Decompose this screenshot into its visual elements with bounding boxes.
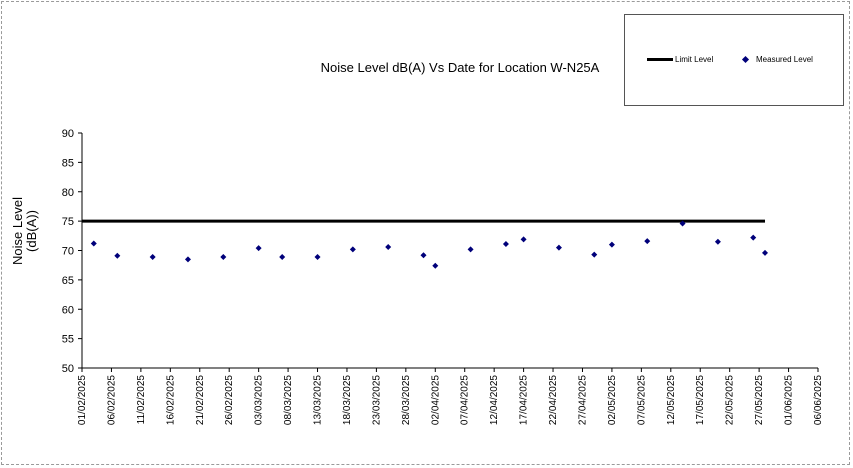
legend-item-limit: Limit Level xyxy=(647,55,713,64)
measured-level-point xyxy=(467,246,474,253)
measured-level-point xyxy=(349,246,356,253)
y-tick-label: 50 xyxy=(62,363,74,375)
x-tick-label: 17/04/2025 xyxy=(519,375,530,425)
x-tick-label: 02/04/2025 xyxy=(430,375,441,425)
measured-level-point xyxy=(555,244,562,251)
measured-level-point xyxy=(114,252,121,259)
legend-item-measured: Measured Level xyxy=(741,55,813,64)
measured-level-point xyxy=(502,241,509,248)
x-tick-label: 01/06/2025 xyxy=(784,375,795,425)
measured-level-point xyxy=(220,253,227,260)
legend-line-swatch xyxy=(647,58,673,61)
y-tick-label: 80 xyxy=(62,187,74,199)
y-tick-label: 60 xyxy=(62,304,74,316)
x-tick-label: 08/03/2025 xyxy=(283,375,294,425)
x-tick-label: 22/05/2025 xyxy=(725,375,736,425)
measured-level-point xyxy=(608,241,615,248)
measured-level-point xyxy=(314,253,321,260)
x-tick-label: 02/05/2025 xyxy=(607,375,618,425)
measured-level-point xyxy=(750,234,757,241)
y-tick-label: 85 xyxy=(62,157,74,169)
x-tick-label: 11/02/2025 xyxy=(136,375,147,425)
y-tick-label: 70 xyxy=(62,246,74,258)
x-tick-label: 16/02/2025 xyxy=(165,375,176,425)
legend-label-limit: Limit Level xyxy=(675,55,714,64)
x-tick-label: 07/04/2025 xyxy=(460,375,471,425)
x-tick-label: 07/05/2025 xyxy=(636,375,647,425)
x-tick-label: 03/03/2025 xyxy=(254,375,265,425)
measured-level-point xyxy=(279,253,286,260)
measured-level-point xyxy=(591,251,598,258)
measured-level-point xyxy=(255,245,262,252)
measured-level-point xyxy=(644,238,651,245)
x-tick-label: 26/02/2025 xyxy=(224,375,235,425)
x-tick-label: 12/05/2025 xyxy=(666,375,677,425)
x-tick-label: 18/03/2025 xyxy=(342,375,353,425)
x-tick-label: 06/02/2025 xyxy=(106,375,117,425)
x-tick-label: 27/04/2025 xyxy=(577,375,588,425)
y-tick-label: 65 xyxy=(62,275,74,287)
x-tick-label: 12/04/2025 xyxy=(489,375,500,425)
legend-label-measured: Measured Level xyxy=(756,55,813,64)
measured-level-point xyxy=(520,236,527,243)
measured-level-point xyxy=(420,252,427,259)
x-tick-label: 21/02/2025 xyxy=(195,375,206,425)
measured-level-point xyxy=(679,220,686,227)
measured-level-point xyxy=(714,238,721,245)
x-tick-label: 28/03/2025 xyxy=(401,375,412,425)
measured-level-point xyxy=(762,249,769,256)
x-tick-label: 13/03/2025 xyxy=(313,375,324,425)
y-tick-label: 75 xyxy=(62,216,74,228)
chart-title: Noise Level dB(A) Vs Date for Location W… xyxy=(320,60,600,75)
y-tick-label: 55 xyxy=(62,334,74,346)
x-tick-label: 22/04/2025 xyxy=(548,375,559,425)
measured-level-point xyxy=(149,253,156,260)
y-tick-label: 90 xyxy=(62,128,74,140)
measured-level-point xyxy=(90,240,97,247)
x-tick-label: 01/02/2025 xyxy=(77,375,88,425)
x-tick-label: 27/05/2025 xyxy=(754,375,765,425)
measured-level-point xyxy=(385,243,392,250)
x-tick-label: 17/05/2025 xyxy=(695,375,706,425)
measured-level-point xyxy=(184,256,191,263)
chart-legend: Limit Level Measured Level xyxy=(624,14,844,106)
x-tick-label: 23/03/2025 xyxy=(371,375,382,425)
measured-level-point xyxy=(432,262,439,269)
x-tick-label: 06/06/2025 xyxy=(813,375,824,425)
